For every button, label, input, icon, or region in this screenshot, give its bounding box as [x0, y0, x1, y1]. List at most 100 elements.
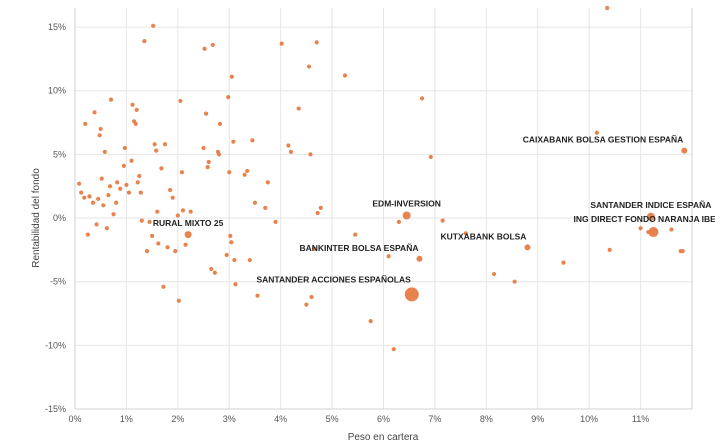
data-point[interactable] — [273, 219, 278, 224]
labeled-data-point[interactable] — [184, 231, 192, 239]
data-point[interactable] — [419, 96, 425, 101]
data-point[interactable] — [82, 195, 87, 200]
data-point[interactable] — [183, 242, 188, 247]
data-point[interactable] — [121, 163, 126, 168]
data-point[interactable] — [87, 194, 92, 199]
data-point[interactable] — [147, 219, 152, 224]
data-point[interactable] — [229, 240, 234, 245]
data-point[interactable] — [124, 182, 129, 188]
data-point[interactable] — [680, 249, 685, 254]
data-point[interactable] — [491, 271, 497, 277]
data-point[interactable] — [114, 200, 119, 205]
data-point[interactable] — [440, 218, 445, 223]
labeled-data-point[interactable] — [681, 147, 688, 154]
data-point[interactable] — [101, 203, 106, 208]
data-point[interactable] — [286, 143, 291, 148]
labeled-data-point[interactable] — [416, 255, 423, 262]
data-point[interactable] — [296, 106, 301, 111]
data-point[interactable] — [79, 190, 84, 195]
data-point[interactable] — [205, 165, 210, 170]
data-point[interactable] — [288, 149, 294, 154]
data-point[interactable] — [206, 159, 211, 165]
data-point[interactable] — [594, 130, 599, 135]
data-point[interactable] — [212, 270, 217, 275]
data-point[interactable] — [151, 23, 156, 28]
data-point[interactable] — [142, 38, 147, 44]
data-point[interactable] — [224, 252, 229, 258]
data-point[interactable] — [638, 226, 643, 231]
data-point[interactable] — [85, 232, 90, 237]
labeled-data-point[interactable] — [648, 227, 659, 238]
data-point[interactable] — [265, 180, 270, 185]
data-point[interactable] — [391, 347, 396, 352]
labeled-data-point[interactable] — [646, 212, 655, 221]
data-point[interactable] — [165, 245, 170, 250]
data-point[interactable] — [306, 64, 312, 69]
data-point[interactable] — [209, 266, 214, 272]
data-point[interactable] — [104, 226, 109, 231]
data-point[interactable] — [168, 187, 173, 193]
labeled-data-point[interactable] — [402, 211, 411, 220]
data-point[interactable] — [150, 233, 155, 238]
data-point[interactable] — [129, 158, 134, 163]
data-point[interactable] — [669, 227, 674, 232]
data-point[interactable] — [97, 133, 102, 138]
data-point[interactable] — [137, 173, 142, 179]
data-point[interactable] — [155, 209, 160, 214]
data-point[interactable] — [135, 180, 140, 185]
data-point[interactable] — [159, 166, 164, 171]
data-point[interactable] — [561, 260, 566, 265]
data-point[interactable] — [115, 180, 120, 185]
data-point[interactable] — [77, 181, 82, 186]
data-point[interactable] — [304, 302, 309, 307]
data-point[interactable] — [173, 249, 178, 254]
data-point[interactable] — [152, 142, 157, 147]
data-point[interactable] — [318, 205, 323, 210]
data-point[interactable] — [231, 139, 236, 144]
data-point[interactable] — [255, 293, 260, 298]
data-point[interactable] — [126, 190, 132, 195]
data-point[interactable] — [342, 73, 348, 78]
data-point[interactable] — [134, 107, 139, 112]
data-point[interactable] — [353, 232, 358, 237]
data-point[interactable] — [386, 254, 391, 259]
data-point[interactable] — [315, 210, 320, 216]
data-point[interactable] — [107, 184, 113, 189]
data-point[interactable] — [98, 126, 103, 132]
data-point[interactable] — [250, 138, 255, 143]
data-point[interactable] — [311, 246, 317, 251]
data-point[interactable] — [202, 46, 207, 51]
data-point[interactable] — [368, 319, 373, 324]
labeled-data-point[interactable] — [524, 244, 531, 251]
data-point[interactable] — [139, 218, 144, 223]
data-point[interactable] — [176, 298, 181, 303]
data-point[interactable] — [122, 145, 127, 151]
data-point[interactable] — [210, 42, 215, 48]
data-point[interactable] — [512, 279, 517, 284]
data-point[interactable] — [188, 209, 193, 214]
data-point[interactable] — [161, 284, 166, 289]
data-point[interactable] — [309, 294, 314, 300]
data-point[interactable] — [130, 102, 135, 107]
data-point[interactable] — [229, 74, 234, 79]
data-point[interactable] — [102, 149, 107, 154]
data-point[interactable] — [314, 40, 319, 45]
data-point[interactable] — [216, 152, 222, 157]
data-point[interactable] — [144, 249, 150, 254]
data-point[interactable] — [156, 241, 161, 246]
data-point[interactable] — [279, 41, 284, 46]
data-point[interactable] — [396, 219, 402, 224]
data-point[interactable] — [94, 222, 99, 227]
data-point[interactable] — [227, 170, 232, 175]
data-point[interactable] — [232, 257, 237, 263]
data-point[interactable] — [180, 208, 186, 213]
data-point[interactable] — [605, 5, 610, 11]
data-point[interactable] — [92, 110, 97, 115]
data-point[interactable] — [233, 282, 238, 287]
data-point[interactable] — [162, 142, 168, 147]
data-point[interactable] — [428, 154, 433, 160]
data-point[interactable] — [111, 212, 116, 217]
data-point[interactable] — [201, 145, 206, 151]
data-point[interactable] — [99, 176, 104, 181]
data-point[interactable] — [228, 233, 233, 238]
